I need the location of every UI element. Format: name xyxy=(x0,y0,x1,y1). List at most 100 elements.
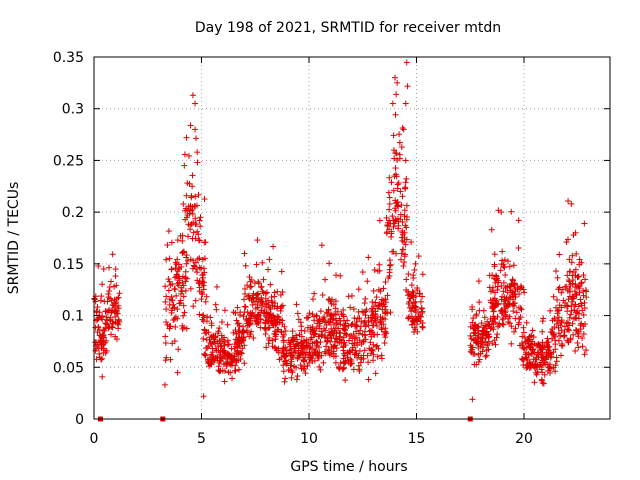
data-point xyxy=(106,264,113,271)
data-point xyxy=(236,343,243,350)
data-point xyxy=(162,333,169,340)
data-point xyxy=(390,132,397,139)
data-point xyxy=(282,375,289,382)
data-point xyxy=(98,356,105,363)
data-point xyxy=(241,360,248,367)
data-point xyxy=(241,303,248,310)
data-point xyxy=(580,311,587,318)
data-point xyxy=(387,261,394,268)
data-point xyxy=(109,251,116,258)
data-point xyxy=(203,293,210,300)
data-point xyxy=(172,274,179,281)
data-point xyxy=(213,283,220,290)
y-tick-label: 0.05 xyxy=(53,360,84,376)
data-point xyxy=(401,185,408,192)
data-point xyxy=(555,314,562,321)
data-point xyxy=(582,276,589,283)
data-point xyxy=(392,111,399,118)
data-point xyxy=(233,350,240,357)
data-point xyxy=(233,331,240,338)
data-point-peak xyxy=(318,242,325,249)
data-point xyxy=(180,200,187,207)
data-point-peak xyxy=(161,381,168,388)
data-point xyxy=(499,248,506,255)
data-point xyxy=(180,249,187,256)
data-point xyxy=(515,217,522,224)
data-point xyxy=(163,319,170,326)
data-point xyxy=(203,345,210,352)
data-point xyxy=(342,377,349,384)
data-point-peak xyxy=(181,162,188,169)
data-point xyxy=(181,151,188,158)
data-point xyxy=(174,369,181,376)
data-point xyxy=(580,272,587,279)
data-point xyxy=(196,288,203,295)
data-point xyxy=(241,296,248,303)
data-point xyxy=(242,304,249,311)
data-point xyxy=(98,293,105,300)
data-point xyxy=(108,278,115,285)
data-point xyxy=(267,281,274,288)
y-tick-label: 0.3 xyxy=(62,102,84,118)
data-point xyxy=(411,266,418,273)
data-point xyxy=(404,83,411,90)
data-point xyxy=(112,313,119,320)
data-point xyxy=(340,364,347,371)
data-point xyxy=(201,196,208,203)
data-point xyxy=(557,333,564,340)
data-point xyxy=(196,264,203,271)
data-point xyxy=(179,279,186,286)
data-point xyxy=(403,276,410,283)
data-point xyxy=(198,296,205,303)
data-point xyxy=(170,317,177,324)
data-point xyxy=(278,268,285,275)
y-tick-label: 0.2 xyxy=(62,205,84,221)
data-point xyxy=(177,290,184,297)
data-point-peak xyxy=(200,393,207,400)
data-point xyxy=(176,266,183,273)
x-tick-label: 0 xyxy=(90,431,99,447)
data-point xyxy=(105,325,112,332)
data-point xyxy=(419,271,426,278)
data-point xyxy=(208,341,215,348)
data-point xyxy=(189,172,196,179)
data-points xyxy=(91,59,590,422)
data-point xyxy=(337,272,344,279)
data-point xyxy=(350,366,357,373)
data-point xyxy=(201,351,208,358)
data-point xyxy=(389,213,396,220)
data-point xyxy=(575,344,582,351)
x-axis-label: GPS time / hours xyxy=(290,459,407,475)
data-point xyxy=(391,155,398,162)
data-point xyxy=(311,290,318,297)
data-point xyxy=(212,334,219,341)
data-point xyxy=(400,246,407,253)
data-point xyxy=(97,339,104,346)
data-point xyxy=(179,237,186,244)
data-point xyxy=(111,304,118,311)
data-point xyxy=(253,321,260,328)
data-point xyxy=(238,339,245,346)
data-point xyxy=(228,359,235,366)
data-point xyxy=(169,297,176,304)
data-point xyxy=(162,357,169,364)
data-point xyxy=(205,356,212,363)
data-point xyxy=(294,373,301,380)
data-point xyxy=(577,296,584,303)
data-point xyxy=(476,307,483,314)
data-point xyxy=(184,180,191,187)
data-point xyxy=(106,287,113,294)
data-point xyxy=(381,340,388,347)
data-point xyxy=(105,294,112,301)
data-point xyxy=(552,368,559,375)
data-point xyxy=(94,304,101,311)
data-point xyxy=(376,217,383,224)
data-point xyxy=(386,257,393,264)
data-point-peak xyxy=(192,126,199,133)
data-point xyxy=(253,261,260,268)
data-point xyxy=(200,286,207,293)
data-point xyxy=(165,276,172,283)
data-point xyxy=(227,369,234,376)
data-point xyxy=(99,313,106,320)
